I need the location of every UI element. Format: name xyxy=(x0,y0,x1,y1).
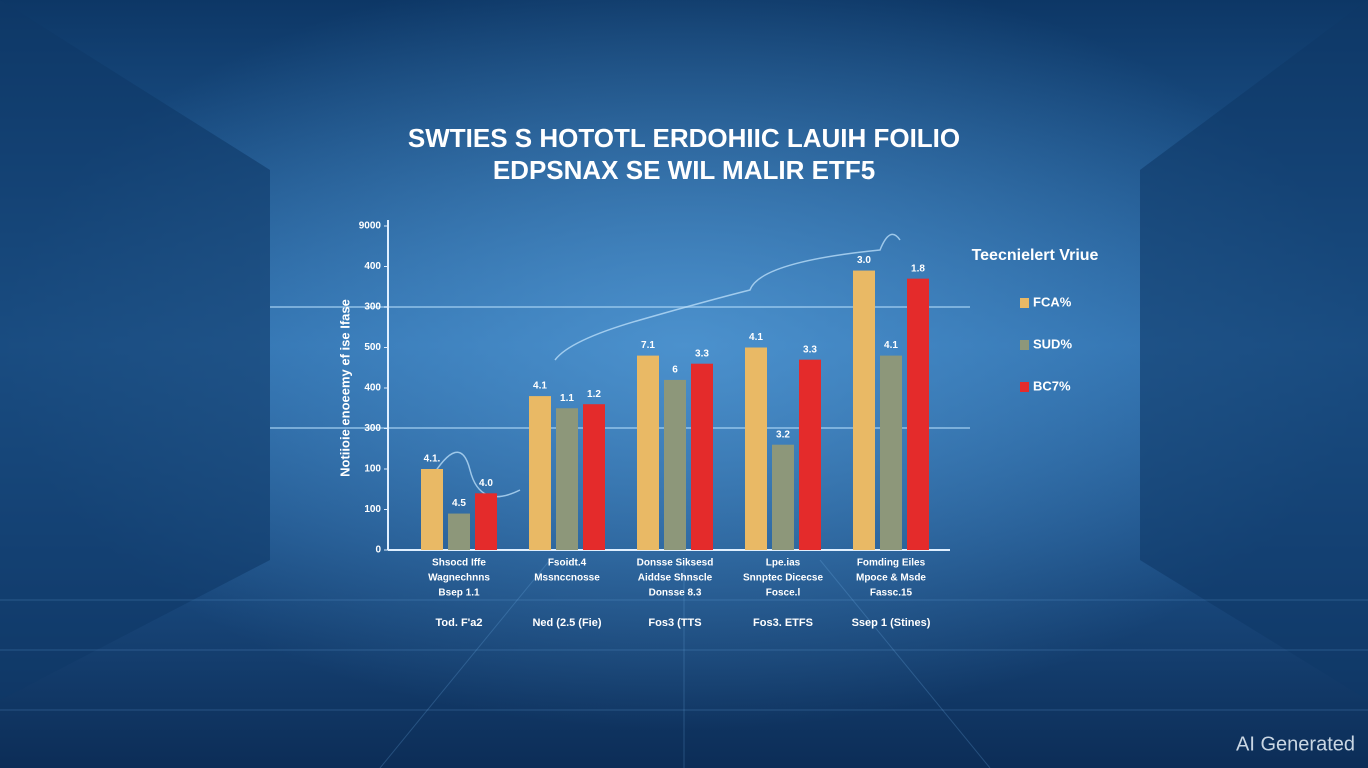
y-tick-label: 100 xyxy=(364,504,381,515)
legend-swatch xyxy=(1020,340,1029,350)
bar xyxy=(421,469,443,550)
value-label: 4.1 xyxy=(884,340,898,351)
value-label: 3.3 xyxy=(695,348,709,359)
value-label: 1.2 xyxy=(587,389,601,400)
y-tick-label: 500 xyxy=(364,342,381,353)
x-tick-label: Fsoidt.4 xyxy=(548,558,587,569)
chart-subtitle: EDPSNAX SE WIL MALIR ETF5 xyxy=(493,155,875,185)
left-wall xyxy=(0,0,270,700)
value-label: 1.1 xyxy=(560,393,574,404)
x-sub-label: Ned (2.5 (Fie) xyxy=(532,617,601,629)
x-sub-label: Tod. F'a2 xyxy=(435,617,482,629)
value-label: 4.1 xyxy=(749,332,763,343)
legend-title: Teecnielert Vriue xyxy=(972,247,1099,264)
bar xyxy=(745,347,767,550)
x-tick-label: Fassc.15 xyxy=(870,588,913,599)
value-label: 4.5 xyxy=(452,498,466,509)
x-tick-label: Mssnccnosse xyxy=(534,573,600,584)
x-tick-label: Wagnechnns xyxy=(428,573,490,584)
x-sub-label: Fos3 (TTS xyxy=(648,617,701,629)
bar xyxy=(529,396,551,550)
value-label: 3.2 xyxy=(776,429,790,440)
x-tick-label: Fosce.l xyxy=(766,588,801,599)
bar xyxy=(637,355,659,550)
bar xyxy=(799,359,821,550)
trend-line xyxy=(429,233,901,498)
legend-label: SUD% xyxy=(1033,336,1072,351)
x-tick-label: Donsse Siksesd xyxy=(637,558,714,569)
y-tick-label: 400 xyxy=(364,383,381,394)
y-tick-label: 300 xyxy=(364,423,381,434)
legend-label: FCA% xyxy=(1033,294,1072,309)
value-label: 4.1. xyxy=(424,454,441,465)
floor-grid xyxy=(0,559,1368,768)
legend-swatch xyxy=(1020,298,1029,308)
value-label: 3.3 xyxy=(803,344,817,355)
y-tick-label: 300 xyxy=(364,302,381,313)
y-tick-label: 400 xyxy=(364,261,381,272)
x-tick-label: Snnptec Dicecse xyxy=(743,573,823,584)
watermark: AI Generated xyxy=(1236,733,1355,755)
bar xyxy=(556,408,578,550)
value-label: 4.1 xyxy=(533,381,547,392)
value-label: 3.0 xyxy=(857,255,871,266)
x-tick-label: Fomding Eiles xyxy=(857,558,926,569)
bar xyxy=(772,444,794,550)
y-axis-label: Notiioie enoeemy ef ise Ifase xyxy=(337,299,352,477)
legend-label: BC7% xyxy=(1033,378,1071,393)
x-tick-label: Mpoce & Msde xyxy=(856,573,926,584)
x-tick-label: Aiddse Shnscle xyxy=(638,573,713,584)
legend-swatch xyxy=(1020,382,1029,392)
bar xyxy=(475,493,497,550)
x-tick-label: Donsse 8.3 xyxy=(649,588,702,599)
bar xyxy=(664,379,686,550)
y-tick-label: 9000 xyxy=(359,221,382,232)
value-label: 1.8 xyxy=(911,263,925,274)
bar xyxy=(853,270,875,550)
value-label: 4.0 xyxy=(479,478,493,489)
x-tick-label: Shsocd Iffe xyxy=(432,558,486,569)
x-tick-label: Lpe.ias xyxy=(766,558,801,569)
bar xyxy=(880,355,902,550)
x-sub-label: Fos3. ETFS xyxy=(753,617,813,629)
bar xyxy=(448,513,470,550)
bar xyxy=(583,404,605,550)
y-tick-label: 100 xyxy=(364,464,381,475)
right-wall xyxy=(1140,0,1368,700)
bar xyxy=(691,363,713,550)
value-label: 7.1 xyxy=(641,340,655,351)
y-tick-label: 0 xyxy=(375,545,381,556)
bar xyxy=(907,278,929,550)
x-sub-label: Ssep 1 (Stines) xyxy=(852,617,931,629)
chart-title: SWTIES S HOTOTL ERDOHIIC LAUIH FOILIO xyxy=(408,123,960,153)
x-tick-label: Bsep 1.1 xyxy=(438,588,480,599)
value-label: 6 xyxy=(672,365,678,376)
